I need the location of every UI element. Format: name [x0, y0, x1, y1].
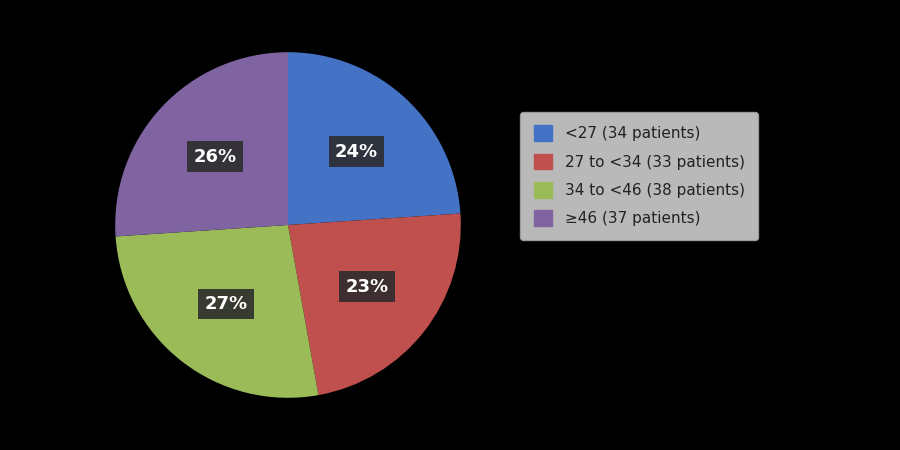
- Wedge shape: [288, 52, 461, 225]
- Text: 27%: 27%: [204, 295, 248, 313]
- Text: 26%: 26%: [194, 148, 237, 166]
- Legend: <27 (34 patients), 27 to <34 (33 patients), 34 to <46 (38 patients), ≥46 (37 pat: <27 (34 patients), 27 to <34 (33 patient…: [520, 112, 759, 240]
- Wedge shape: [115, 52, 288, 236]
- Wedge shape: [115, 225, 319, 398]
- Text: 24%: 24%: [335, 143, 378, 161]
- Wedge shape: [288, 214, 461, 395]
- Text: 23%: 23%: [346, 278, 389, 296]
